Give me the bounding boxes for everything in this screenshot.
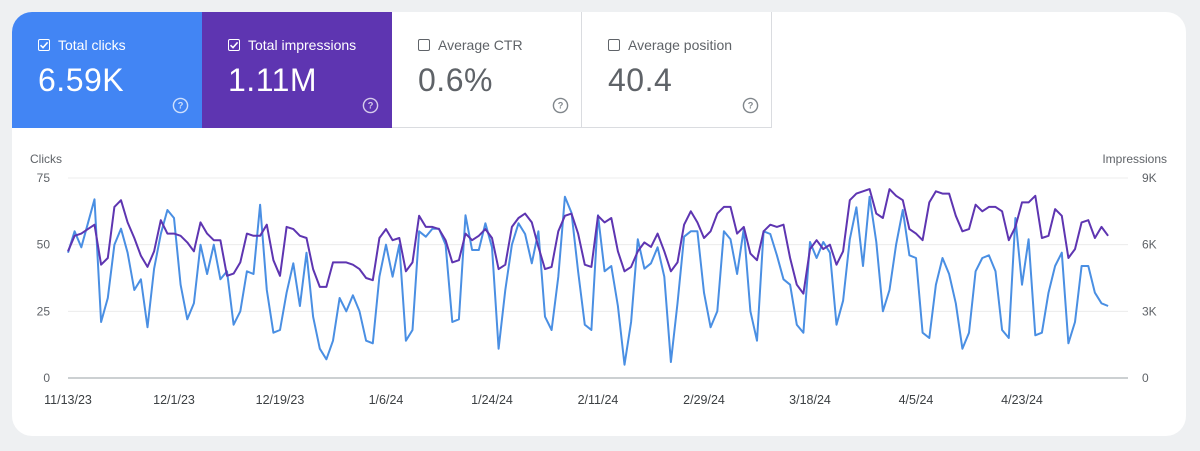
svg-text:?: ? [368, 101, 374, 111]
metric-average-position[interactable]: Average position 40.4 ? [582, 12, 772, 128]
left-tick-label: 25 [37, 304, 51, 318]
checkbox-unchecked-icon[interactable] [608, 39, 620, 51]
metric-tabs: Total clicks 6.59K ? Total impressions 1… [12, 12, 772, 128]
checkbox-unchecked-icon[interactable] [418, 39, 430, 51]
x-tick-label: 12/1/23 [153, 393, 195, 407]
x-tick-label: 1/6/24 [369, 393, 404, 407]
clicks-line [67, 195, 1109, 366]
x-tick-label: 1/24/24 [471, 393, 513, 407]
right-axis-ticks: 9K 6K 3K 0 [1142, 171, 1157, 385]
x-tick-label: 3/18/24 [789, 393, 831, 407]
x-tick-label: 2/11/24 [578, 393, 619, 407]
x-tick-label: 11/13/23 [44, 393, 92, 407]
help-icon[interactable]: ? [742, 97, 759, 114]
x-tick-label: 4/23/24 [1001, 393, 1043, 407]
metric-value: 6.59K [38, 62, 125, 98]
right-tick-label: 3K [1142, 304, 1157, 318]
right-tick-label: 0 [1142, 371, 1149, 385]
svg-text:?: ? [178, 101, 184, 111]
svg-text:?: ? [558, 101, 564, 111]
right-tick-label: 9K [1142, 171, 1157, 185]
metric-value: 40.4 [608, 62, 673, 98]
x-tick-label: 4/5/24 [899, 393, 934, 407]
performance-chart: Clicks Impressions 75 50 25 0 9K 6K 3K 0 11/13… [30, 152, 1167, 407]
impressions-line [67, 188, 1109, 295]
left-tick-label: 50 [37, 238, 51, 252]
help-icon[interactable]: ? [362, 97, 379, 114]
left-axis-ticks: 75 50 25 0 [37, 171, 51, 385]
metric-value: 1.11M [228, 62, 318, 98]
right-tick-label: 6K [1142, 238, 1157, 252]
help-icon[interactable]: ? [552, 97, 569, 114]
svg-text:?: ? [748, 101, 754, 111]
checkbox-checked-icon[interactable] [228, 39, 240, 51]
metric-total-clicks[interactable]: Total clicks 6.59K ? [12, 12, 202, 128]
left-axis-title: Clicks [30, 152, 62, 166]
metric-label: Total clicks [58, 37, 126, 53]
x-tick-label: 2/29/24 [683, 393, 725, 407]
x-axis-ticks: 11/13/23 12/1/23 12/19/23 1/6/24 1/24/24 2/11… [44, 393, 1043, 407]
metric-value: 0.6% [418, 62, 493, 98]
metric-total-impressions[interactable]: Total impressions 1.11M ? [202, 12, 392, 128]
left-tick-label: 0 [43, 371, 50, 385]
series-lines [67, 188, 1109, 366]
performance-card: Total clicks 6.59K ? Total impressions 1… [12, 12, 1186, 436]
x-tick-label: 12/19/23 [256, 393, 305, 407]
help-icon[interactable]: ? [172, 97, 189, 114]
metric-label: Average position [628, 37, 733, 53]
right-axis-title: Impressions [1102, 152, 1167, 166]
checkbox-checked-icon[interactable] [38, 39, 50, 51]
left-tick-label: 75 [37, 171, 51, 185]
metric-label: Average CTR [438, 37, 523, 53]
metric-average-ctr[interactable]: Average CTR 0.6% ? [392, 12, 582, 128]
metric-label: Total impressions [248, 37, 357, 53]
